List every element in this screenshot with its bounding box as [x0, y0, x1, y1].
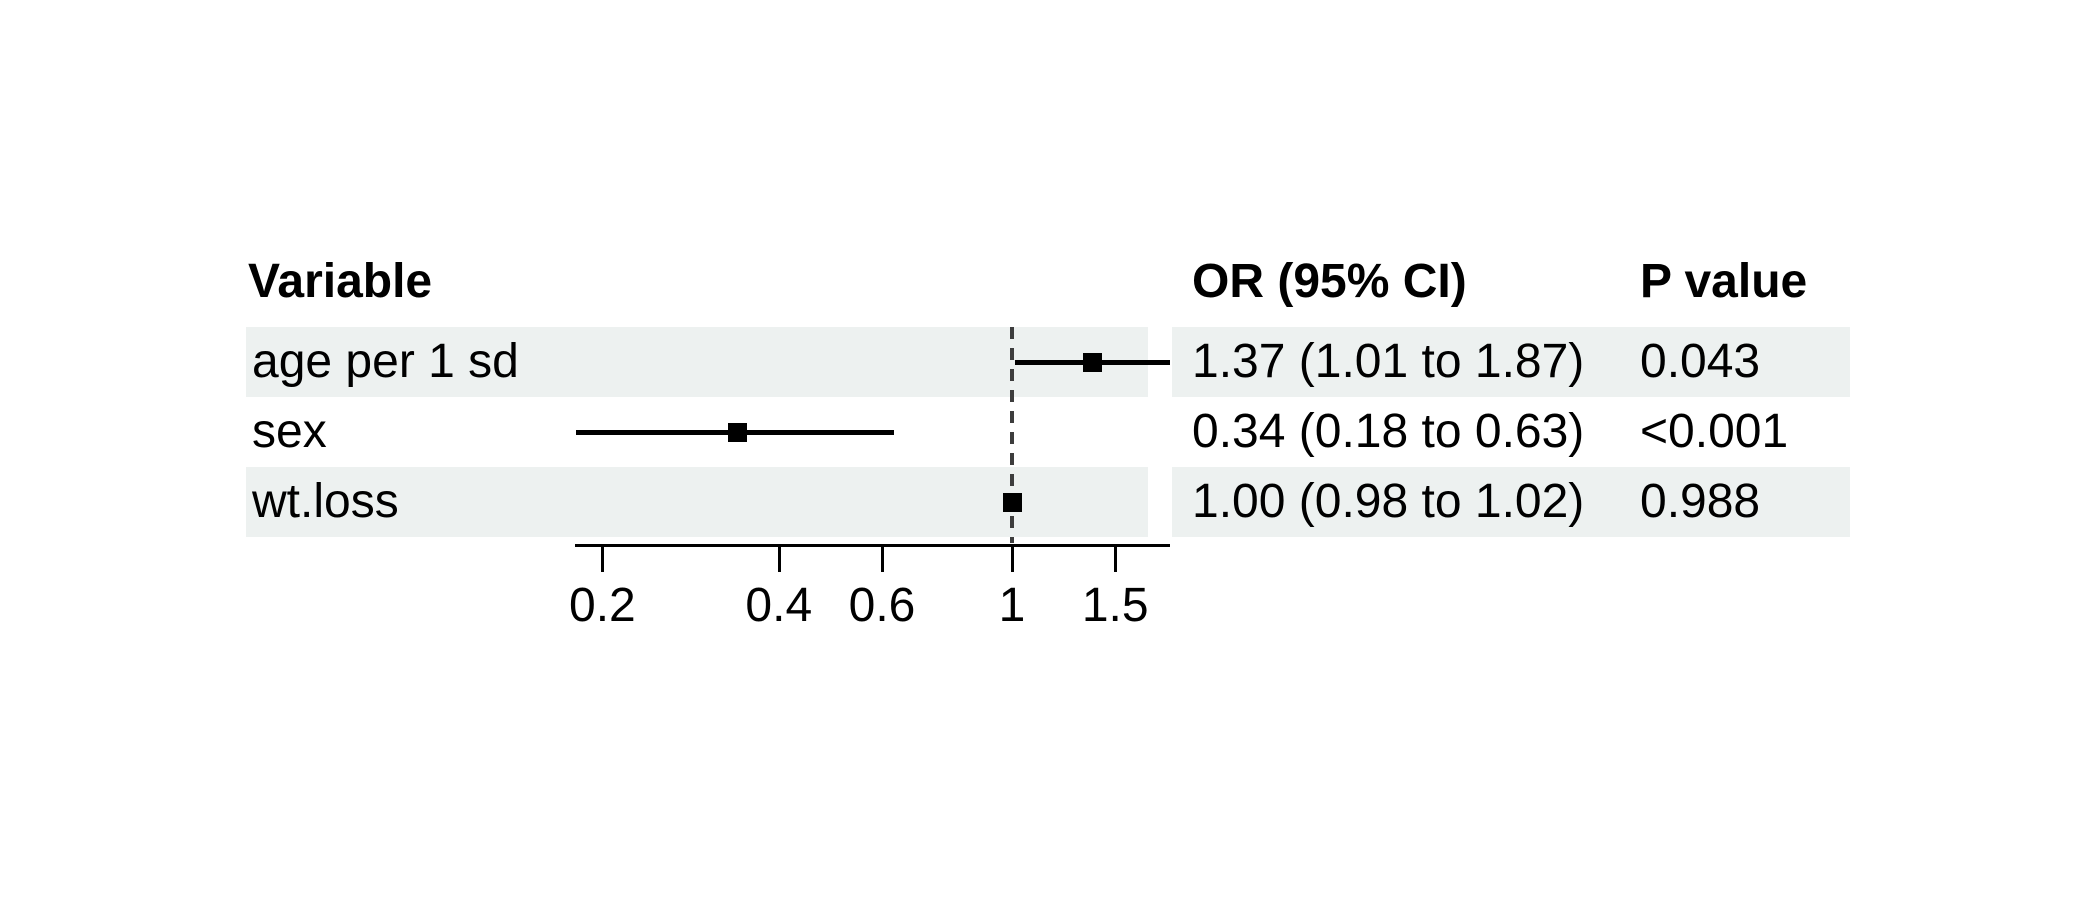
point-estimate-marker: [1002, 492, 1022, 512]
row-shading-band: [246, 467, 1148, 537]
column-header-p-value: P value: [1640, 255, 1808, 308]
column-header-variable: Variable: [248, 255, 433, 308]
x-axis-tick: [1011, 544, 1014, 572]
x-axis-tick: [880, 544, 884, 572]
point-estimate-marker: [1082, 352, 1102, 372]
x-axis-tick: [1114, 544, 1118, 572]
x-axis-tick-label: 0.6: [848, 579, 916, 632]
column-header-or-ci: OR (95% CI): [1192, 255, 1467, 308]
row-shading-band: [1172, 467, 1850, 537]
x-axis-tick: [601, 544, 605, 572]
row-p-value-wtloss: 0.988: [1640, 475, 1761, 528]
x-axis-tick-label: 0.4: [745, 579, 813, 632]
x-axis-tick: [777, 544, 781, 572]
row-or-ci-sex: 0.34 (0.18 to 0.63): [1192, 405, 1585, 458]
x-axis-line: [575, 544, 1170, 547]
row-p-value-age: 0.043: [1640, 335, 1761, 388]
x-axis-tick-label: 0.2: [569, 579, 636, 632]
row-shading-band: [1172, 327, 1850, 397]
x-axis-tick-label: 1: [998, 579, 1026, 632]
row-shading-band: [246, 327, 1148, 397]
row-or-ci-age: 1.37 (1.01 to 1.87): [1192, 335, 1585, 388]
row-label-sex: sex: [252, 405, 327, 458]
reference-line: [1010, 327, 1014, 543]
row-or-ci-wtloss: 1.00 (0.98 to 1.02): [1192, 475, 1585, 528]
x-axis-tick-label: 1.5: [1081, 579, 1149, 632]
point-estimate-marker: [727, 422, 747, 442]
row-p-value-sex: <0.001: [1640, 405, 1789, 458]
row-label-wtloss: wt.loss: [252, 475, 399, 528]
row-label-age: age per 1 sd: [252, 335, 519, 388]
